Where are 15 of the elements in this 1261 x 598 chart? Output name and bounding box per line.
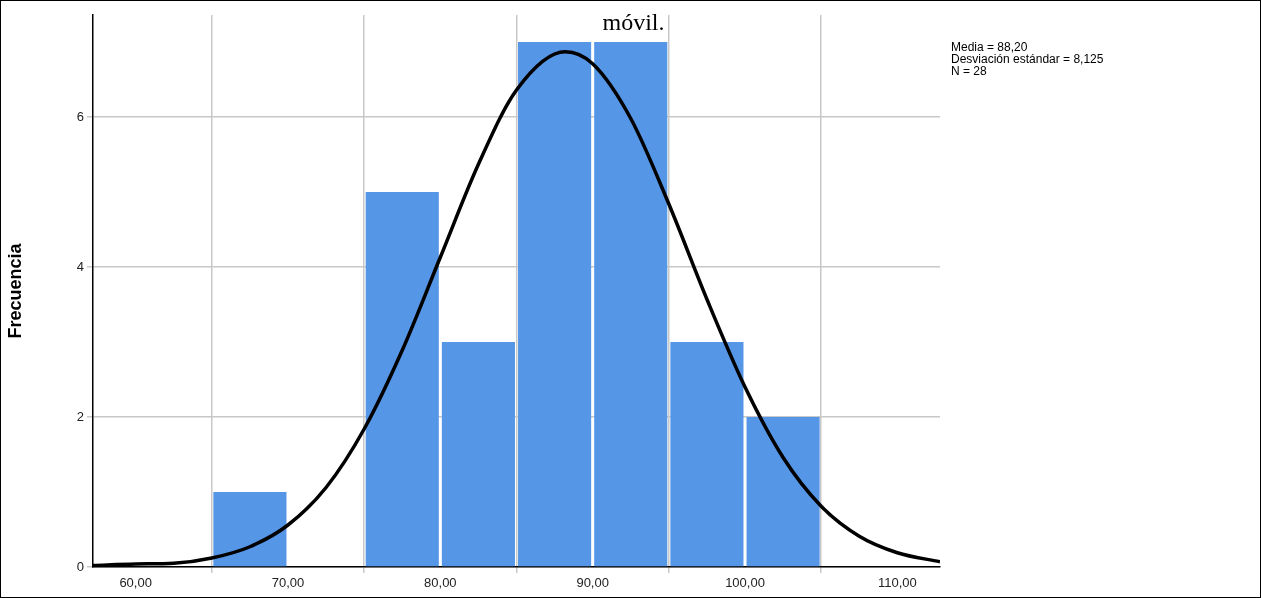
x-tick-label: 90,00 [576, 575, 609, 591]
text: N = 28 [951, 64, 988, 78]
y-axis-title: Frecuencia [4, 242, 25, 339]
chart-title: móvil. [601, 9, 666, 36]
y-tick-label: 2 [76, 408, 84, 424]
x-tick-label: 100,00 [725, 575, 765, 591]
text: Media = 88,20 [951, 40, 1029, 54]
x-tick-label: 80,00 [424, 575, 457, 591]
text: Desviación estándar = 8,125 [951, 52, 1104, 66]
y-tick-label: 0 [76, 558, 84, 574]
x-tick-label: 70,00 [271, 575, 305, 591]
y-tick-label: 6 [76, 108, 84, 124]
x-tick-label: 60,00 [119, 575, 152, 591]
y-tick-label: 4 [76, 258, 84, 274]
x-tick-label: 110,00 [877, 575, 917, 591]
